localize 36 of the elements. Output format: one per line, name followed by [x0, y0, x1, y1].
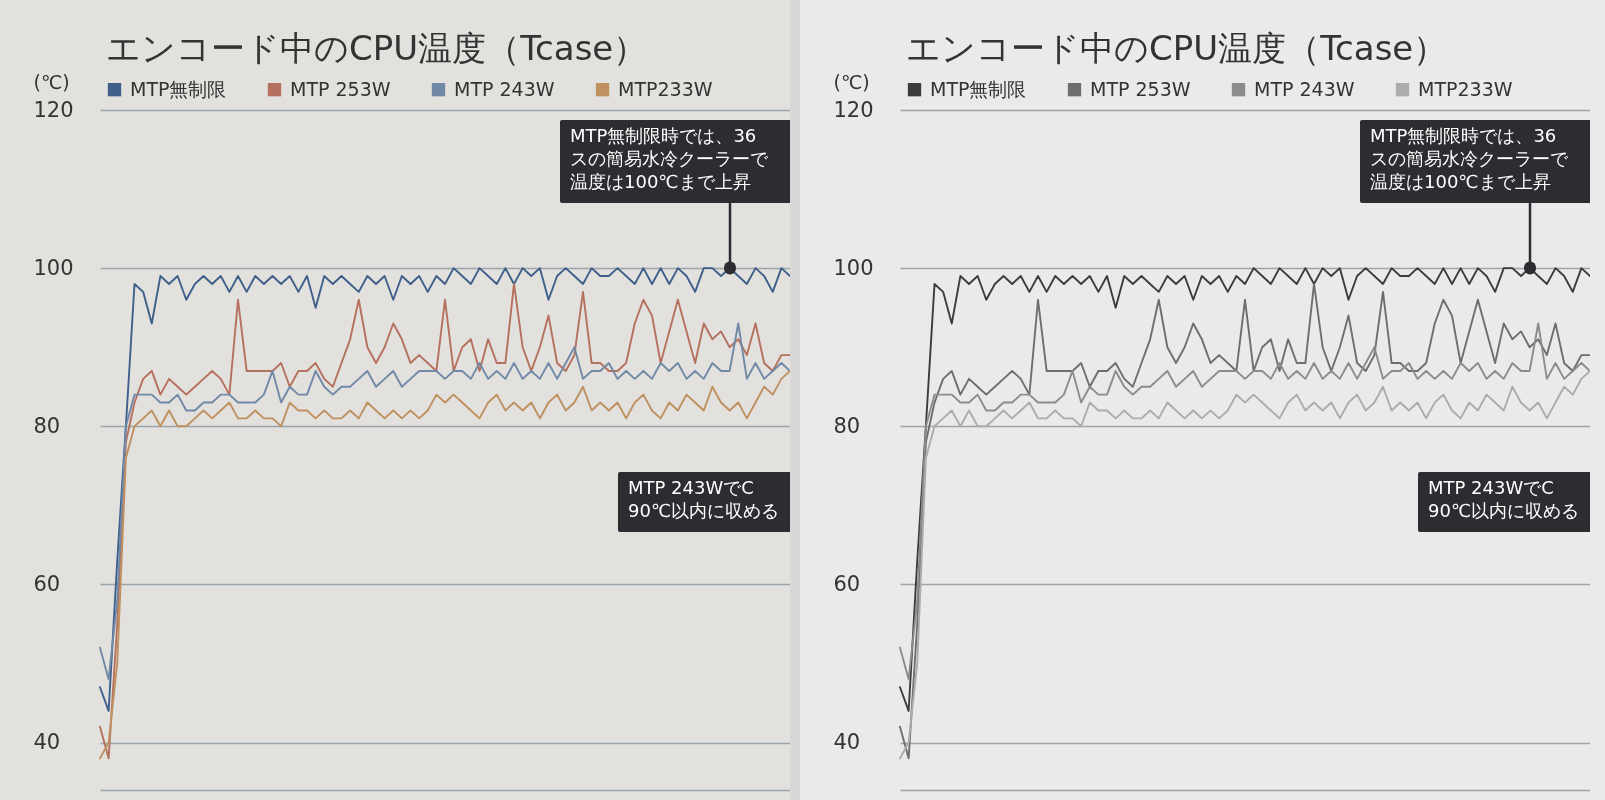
legend-label: MTP無制限 [930, 77, 1027, 100]
annotation: MTP無制限時では、36 [1370, 125, 1557, 146]
y-tick-label: 100 [33, 255, 74, 280]
legend-label: MTP 253W [1090, 77, 1191, 100]
y-tick-label: 120 [33, 97, 74, 122]
annotation: 90℃以内に収める [628, 500, 780, 521]
annotation: 温度は100℃まで上昇 [1370, 171, 1551, 192]
annotation: スの簡易水冷クーラーで [1370, 148, 1569, 169]
annotation: MTP 243WでC [1428, 477, 1554, 498]
line-series [99, 369, 790, 760]
y-tick-label: 40 [833, 730, 861, 755]
annotation: MTP 243WでC [628, 477, 754, 498]
annotation: 温度は100℃まで上昇 [570, 171, 751, 192]
y-tick-label: 60 [33, 571, 61, 596]
legend-label: MTP 253W [290, 77, 391, 100]
legend-label: MTP無制限 [130, 77, 227, 100]
line-series [899, 369, 1590, 760]
y-tick-label: 40 [33, 730, 61, 755]
annotation: 90℃以内に収める [1428, 500, 1580, 521]
legend-label: MTP233W [1418, 77, 1513, 100]
chart-title: エンコード中のCPU温度（Tcase） [906, 28, 1448, 68]
y-tick-label: 60 [833, 571, 861, 596]
y-tick-label: 120 [833, 97, 874, 122]
line-series [99, 322, 790, 681]
y-axis-title: (℃) [833, 70, 870, 93]
y-tick-label: 80 [33, 413, 61, 438]
y-tick-label: 100 [833, 255, 874, 280]
annotation: MTP無制限時では、36 [570, 125, 757, 146]
legend-label: MTP 243W [1254, 77, 1355, 100]
y-axis-title: (℃) [33, 70, 70, 93]
legend-label: MTP 243W [454, 77, 555, 100]
annotation: スの簡易水冷クーラーで [570, 148, 769, 169]
y-tick-label: 80 [833, 413, 861, 438]
legend-label: MTP233W [618, 77, 713, 100]
chart-title: エンコード中のCPU温度（Tcase） [106, 28, 648, 68]
line-series [899, 322, 1590, 681]
